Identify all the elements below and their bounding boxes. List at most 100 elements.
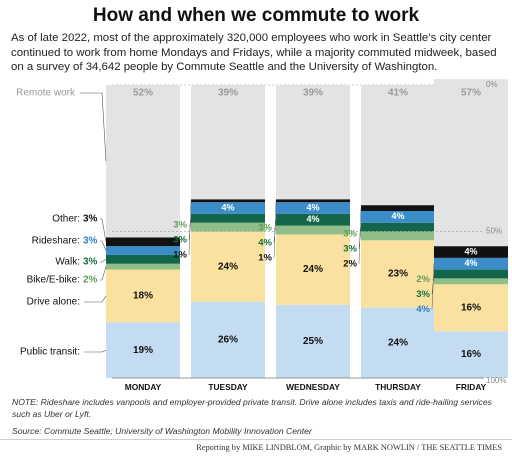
label-remote-work-thursday: 41% — [388, 88, 408, 99]
bar-drive-alone-wednesday — [276, 234, 350, 305]
category-label-friday: FRIDAY — [456, 382, 487, 392]
label-rideshare-tuesday: 4% — [221, 202, 234, 212]
bar-drive-alone-monday — [106, 269, 180, 323]
legend-remote-work: Remote work — [16, 88, 76, 99]
bar-other-friday — [434, 246, 508, 258]
label-public-transit-wednesday: 25% — [303, 336, 323, 347]
bar-other-wednesday — [276, 199, 350, 203]
label-rideshare-thursday: 4% — [391, 211, 404, 221]
bar-public-transit-monday — [106, 322, 180, 378]
chart-title: How and when we commute to work — [92, 5, 420, 26]
bar-walk-monday — [106, 254, 180, 264]
bar-drive-alone-thursday — [361, 240, 435, 308]
stacked-bar-chart: 19% 18% 52% MONDAY 26% 24% 39% TUESDAY 25% 24% 39%… — [16, 79, 508, 392]
category-label-wednesday: WEDNESDAY — [286, 382, 340, 392]
label-public-transit-friday: 16% — [461, 349, 481, 360]
legend-public-transit: Public transit: — [20, 347, 80, 358]
category-label-tuesday: TUESDAY — [208, 382, 248, 392]
label-public-transit-monday: 19% — [133, 345, 153, 356]
side-label-walk-thursday: 3% — [343, 243, 357, 254]
bar-public-transit-friday — [434, 331, 508, 378]
label-drive-alone-thursday: 23% — [388, 269, 408, 280]
legend-other: Other: — [52, 214, 80, 225]
bar-walk-wednesday — [276, 213, 350, 226]
label-rideshare-wednesday: 4% — [306, 202, 319, 212]
y-tick-label-100: 0% — [486, 80, 498, 89]
label-remote-work-wednesday: 39% — [303, 88, 323, 99]
legend-drive-alone: Drive alone: — [27, 297, 80, 308]
side-leader-bike-e-bike-friday — [431, 279, 435, 282]
bar-rideshare-monday — [106, 246, 180, 255]
leader-line-drive-alone — [84, 295, 107, 303]
bar-other-tuesday — [191, 199, 265, 203]
leader-line-other — [100, 218, 107, 242]
label-drive-alone-tuesday: 24% — [218, 261, 238, 272]
bar-rideshare-thursday — [361, 210, 435, 223]
bar-remote-work-thursday — [361, 85, 435, 206]
label-public-transit-thursday: 24% — [388, 337, 408, 348]
label-bike-e-bike-monday: 2% — [83, 275, 98, 286]
bar-remote-work-tuesday — [191, 85, 265, 200]
side-leader-other-thursday — [358, 208, 362, 264]
side-label-other-thursday: 2% — [343, 258, 357, 269]
legend-rideshare: Rideshare: — [32, 236, 80, 247]
bar-remote-work-monday — [106, 85, 180, 238]
bar-remote-work-friday — [434, 79, 508, 247]
label-other-friday: 4% — [464, 246, 477, 256]
side-label-other-tuesday: 1% — [173, 250, 187, 261]
bar-walk-thursday — [361, 222, 435, 232]
label-rideshare-friday: 4% — [464, 258, 477, 268]
leader-line-walk — [100, 259, 107, 263]
bar-bike-e-bike-thursday — [361, 231, 435, 241]
bar-walk-tuesday — [191, 213, 265, 223]
side-leader-other-tuesday — [188, 200, 192, 256]
chart-subtitle: As of late 2022, most of the approximate… — [11, 32, 497, 73]
side-label-other-wednesday: 1% — [258, 253, 272, 264]
label-walk-wednesday: 4% — [306, 214, 319, 224]
side-leader-rideshare-friday — [431, 263, 435, 310]
side-label-bike-e-bike-wednesday: 3% — [258, 223, 272, 234]
side-label-walk-friday: 3% — [416, 289, 430, 300]
legend-bike-e-bike: Bike/E-bike: — [27, 275, 80, 286]
label-remote-work-friday: 57% — [461, 88, 481, 99]
label-public-transit-tuesday: 26% — [218, 335, 238, 346]
side-label-rideshare-friday: 4% — [416, 304, 430, 315]
leader-line-bike-e-bike — [100, 266, 107, 281]
label-remote-work-monday: 52% — [133, 88, 153, 99]
bar-other-thursday — [361, 205, 435, 211]
label-drive-alone-wednesday: 24% — [303, 264, 323, 275]
bar-rideshare-friday — [434, 257, 508, 270]
label-walk-monday: 3% — [83, 257, 98, 268]
bar-drive-alone-friday — [434, 284, 508, 332]
y-tick-label-0: 100% — [486, 376, 506, 385]
category-label-thursday: THURSDAY — [375, 382, 421, 392]
footer-divider — [0, 439, 512, 440]
label-rideshare-monday: 3% — [83, 236, 98, 247]
bar-remote-work-wednesday — [276, 85, 350, 200]
label-drive-alone-monday: 18% — [133, 291, 153, 302]
leader-line-rideshare — [100, 240, 107, 251]
side-label-walk-tuesday: 3% — [173, 235, 187, 246]
label-other-monday: 3% — [83, 214, 98, 225]
bar-public-transit-tuesday — [191, 301, 265, 378]
chart-credits: Reporting by MIKE LINDBLOM, Graphic by M… — [196, 443, 502, 452]
side-label-bike-e-bike-friday: 2% — [416, 274, 430, 285]
legend-walk: Walk: — [55, 257, 80, 268]
bar-other-monday — [106, 237, 180, 247]
label-drive-alone-friday: 16% — [461, 302, 481, 313]
bar-rideshare-wednesday — [276, 202, 350, 214]
bar-bike-e-bike-friday — [434, 278, 508, 285]
chart-note: NOTE: Rideshare includes vanpools and em… — [12, 397, 492, 419]
y-tick-label-50: 50% — [486, 227, 502, 236]
category-label-monday: MONDAY — [125, 382, 162, 392]
bar-bike-e-bike-tuesday — [191, 222, 265, 232]
chart-source: Source: Commute Seattle; University of W… — [12, 426, 312, 436]
bar-drive-alone-tuesday — [191, 231, 265, 302]
bar-public-transit-wednesday — [276, 304, 350, 378]
side-label-bike-e-bike-thursday: 3% — [343, 228, 357, 239]
side-label-bike-e-bike-tuesday: 3% — [173, 220, 187, 231]
leader-line-remote-work — [80, 92, 107, 162]
leader-line-public-transit — [84, 349, 107, 353]
side-leader-other-wednesday — [273, 200, 277, 259]
bar-walk-friday — [434, 269, 508, 279]
